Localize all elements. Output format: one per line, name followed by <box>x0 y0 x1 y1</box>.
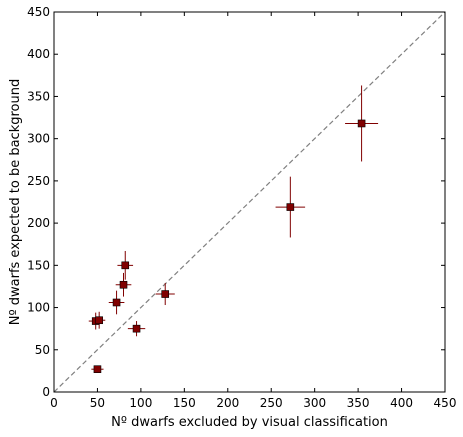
tick-layer: 0 50 100 150 200 250 300 350 400 450 0 50 100 150 200 2… <box>27 5 456 410</box>
y-tick-label: 0 <box>42 385 50 399</box>
x-tick-label: 100 <box>129 396 152 410</box>
x-tick-label: 350 <box>347 396 370 410</box>
errorbar-layer <box>88 85 379 370</box>
x-tick-label: 300 <box>303 396 326 410</box>
point-layer <box>91 119 366 374</box>
x-tick-label: 150 <box>173 396 196 410</box>
x-tick-label: 400 <box>390 396 413 410</box>
x-tick-label: 450 <box>434 396 457 410</box>
x-tick-label: 200 <box>216 396 239 410</box>
y-axis-label: Nº dwarfs expected to be background <box>8 79 23 325</box>
x-tick-label: 0 <box>50 396 58 410</box>
data-point <box>132 324 141 333</box>
y-tick-label: 100 <box>27 301 50 315</box>
x-axis-label: Nº dwarfs excluded by visual classificat… <box>111 415 388 430</box>
y-tick-label: 300 <box>27 132 50 146</box>
data-point <box>286 203 295 211</box>
y-tick-label: 250 <box>27 174 50 188</box>
data-point <box>119 280 128 289</box>
data-point <box>357 119 366 128</box>
reference-line-layer <box>53 11 446 393</box>
data-point <box>95 316 103 325</box>
plot-frame <box>53 11 446 393</box>
y-tick-label: 450 <box>27 5 50 19</box>
y-tick-label: 400 <box>27 47 50 61</box>
x-tick-label: 250 <box>260 396 283 410</box>
y-tick-label: 50 <box>35 343 50 357</box>
y-tick-label: 200 <box>27 216 50 230</box>
data-point <box>112 298 121 307</box>
reference-line-y-equals-x <box>53 11 446 393</box>
x-tick-label: 50 <box>90 396 105 410</box>
data-point <box>93 365 102 374</box>
y-tick-label: 150 <box>27 258 50 272</box>
data-point <box>121 261 130 270</box>
y-tick-label: 350 <box>27 89 50 103</box>
data-point <box>161 290 170 298</box>
